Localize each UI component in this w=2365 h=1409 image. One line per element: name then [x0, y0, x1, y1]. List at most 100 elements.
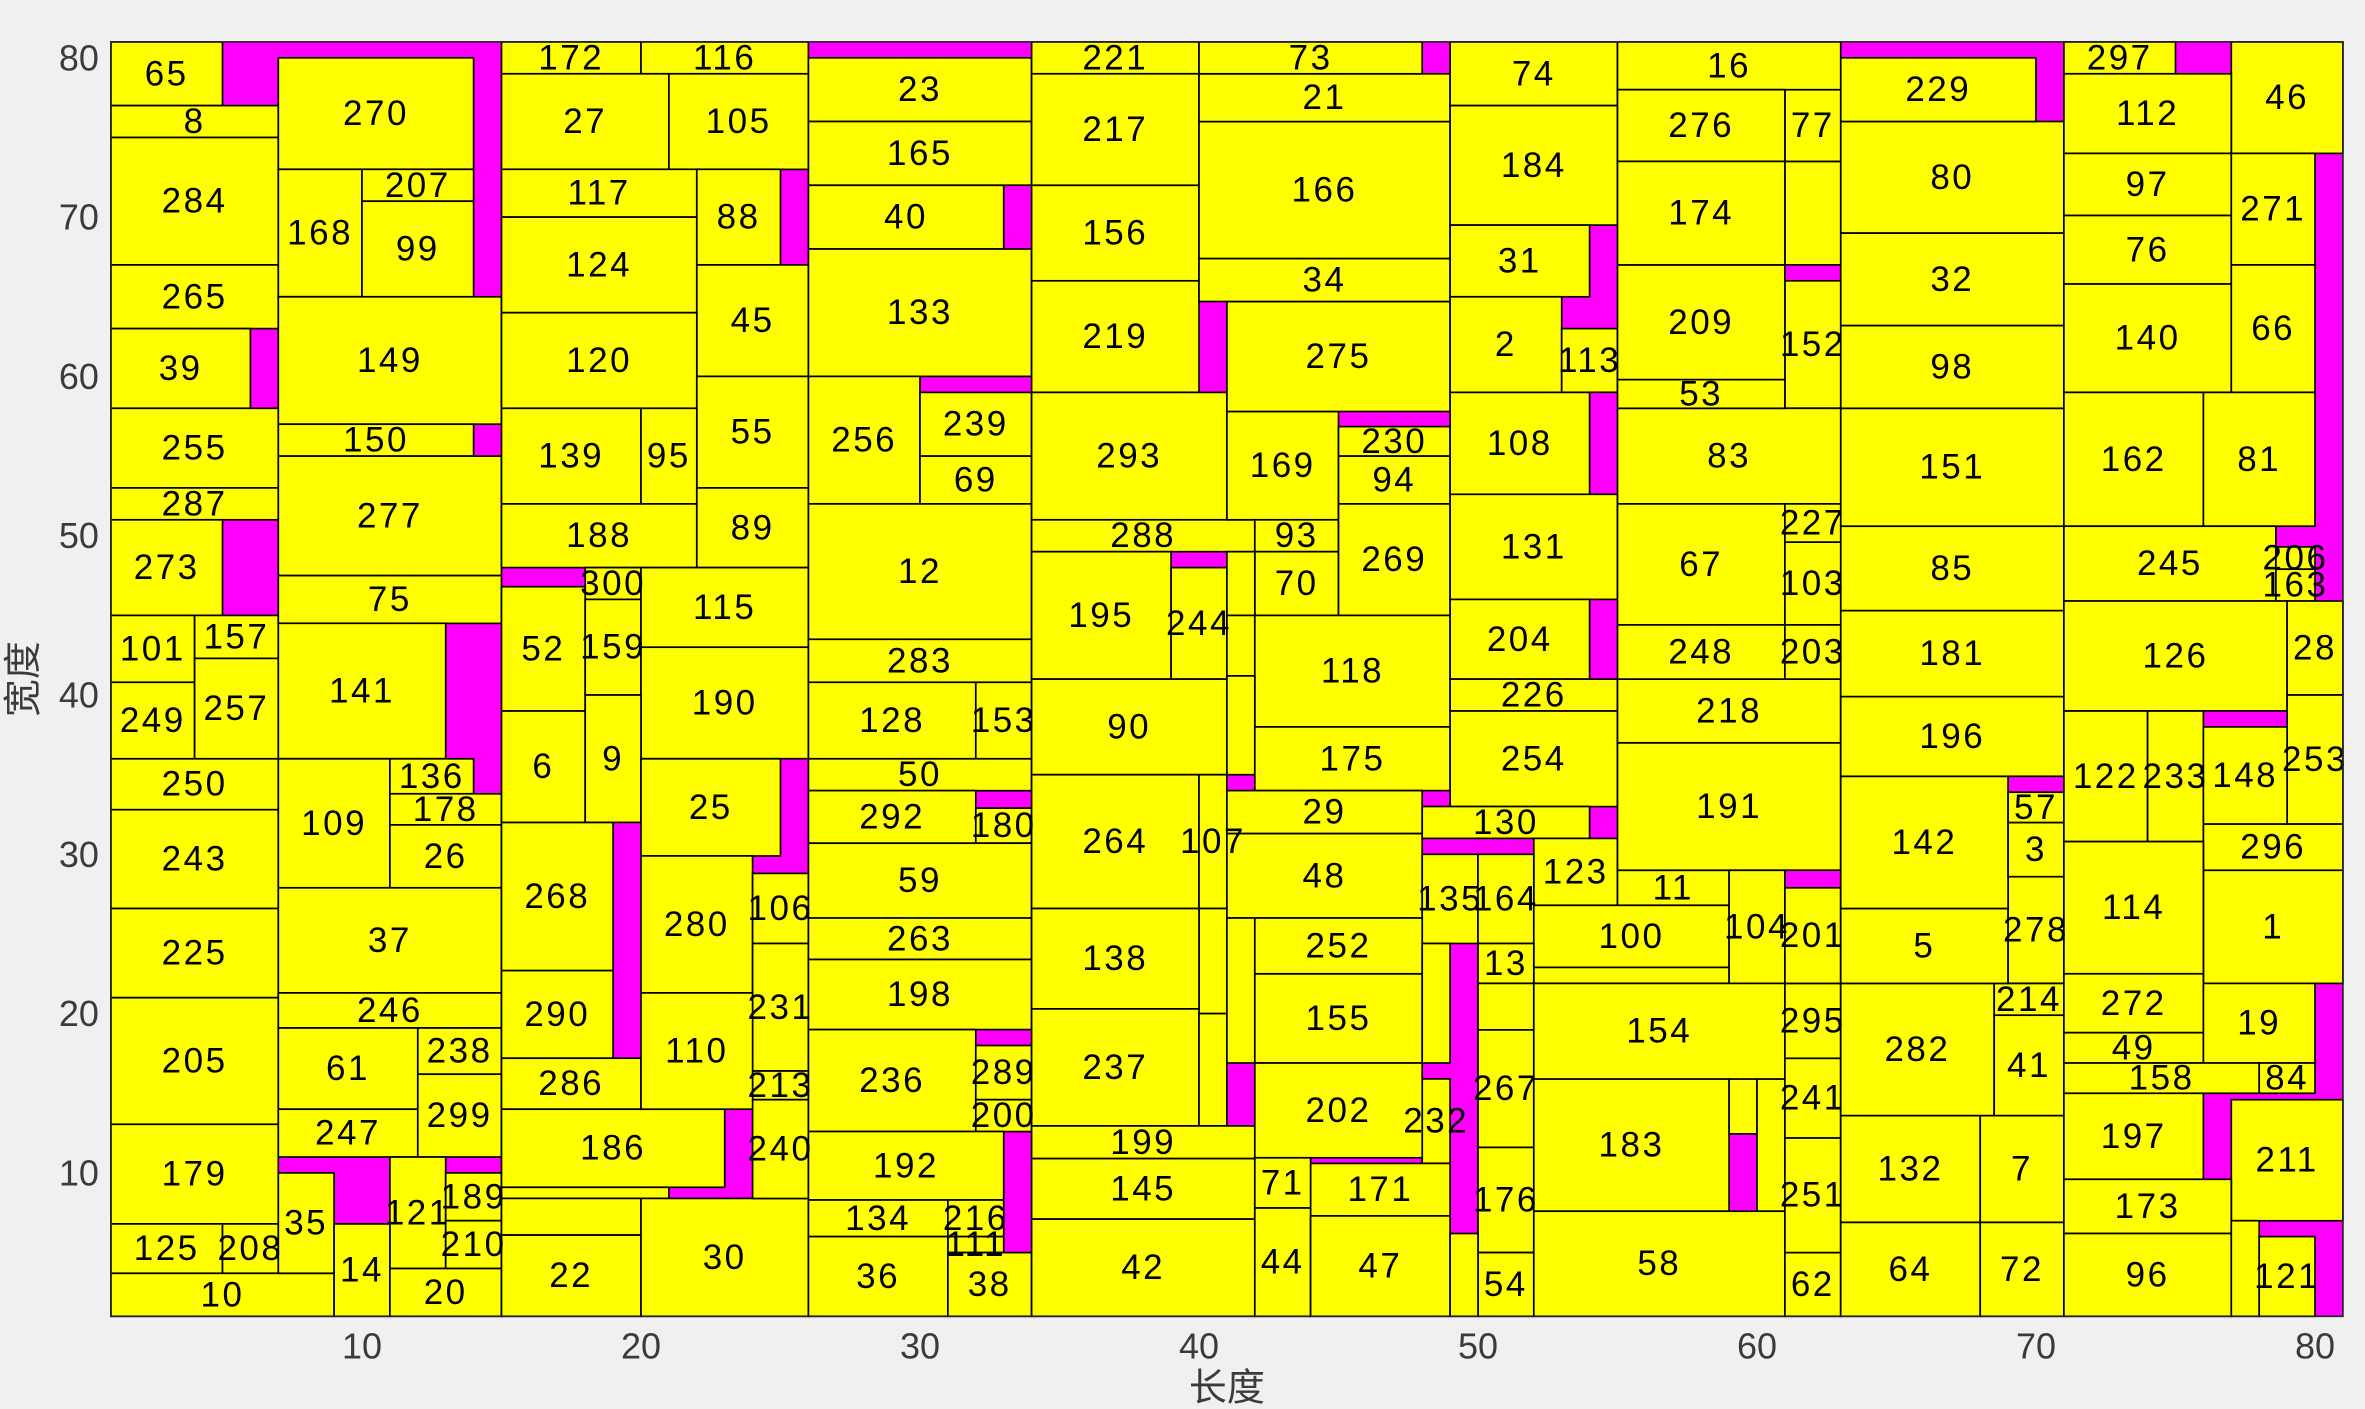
svg-text:48: 48 — [1303, 856, 1347, 895]
svg-text:179: 179 — [162, 1155, 228, 1194]
svg-text:73: 73 — [1289, 38, 1333, 77]
svg-text:256: 256 — [831, 421, 897, 460]
svg-text:45: 45 — [731, 301, 775, 340]
svg-text:70: 70 — [59, 197, 99, 238]
svg-text:244: 244 — [1166, 604, 1232, 643]
svg-text:232: 232 — [1403, 1102, 1469, 1141]
svg-text:11: 11 — [1653, 868, 1694, 907]
svg-text:93: 93 — [1275, 516, 1319, 555]
svg-text:247: 247 — [315, 1114, 381, 1153]
svg-text:246: 246 — [357, 991, 423, 1030]
svg-text:180: 180 — [971, 806, 1037, 845]
svg-text:166: 166 — [1292, 171, 1358, 210]
svg-text:64: 64 — [1889, 1250, 1933, 1289]
svg-text:124: 124 — [566, 245, 632, 284]
svg-text:42: 42 — [1121, 1248, 1165, 1287]
svg-text:221: 221 — [1082, 38, 1148, 77]
svg-text:95: 95 — [647, 437, 691, 476]
svg-text:60: 60 — [59, 356, 99, 397]
svg-text:163: 163 — [2263, 566, 2329, 605]
svg-text:209: 209 — [1668, 303, 1734, 342]
svg-text:54: 54 — [1484, 1265, 1528, 1304]
svg-text:55: 55 — [731, 413, 775, 452]
svg-text:10: 10 — [59, 1152, 99, 1193]
svg-text:38: 38 — [968, 1265, 1012, 1304]
svg-text:34: 34 — [1303, 261, 1347, 300]
svg-text:128: 128 — [859, 701, 925, 740]
svg-text:165: 165 — [887, 134, 953, 173]
svg-text:70: 70 — [2016, 1325, 2056, 1366]
svg-text:157: 157 — [203, 617, 269, 656]
svg-text:257: 257 — [203, 689, 269, 728]
svg-text:153: 153 — [971, 701, 1037, 740]
svg-text:164: 164 — [1473, 879, 1539, 918]
svg-text:186: 186 — [580, 1129, 646, 1168]
svg-text:133: 133 — [887, 293, 953, 332]
svg-text:192: 192 — [873, 1146, 939, 1185]
svg-text:155: 155 — [1306, 999, 1372, 1038]
svg-text:84: 84 — [2265, 1059, 2309, 1098]
svg-text:1: 1 — [2262, 907, 2284, 946]
svg-text:7: 7 — [2011, 1149, 2033, 1188]
svg-text:31: 31 — [1498, 241, 1542, 280]
svg-text:211: 211 — [2255, 1141, 2318, 1180]
svg-text:191: 191 — [1696, 787, 1762, 826]
svg-text:297: 297 — [2087, 38, 2153, 77]
svg-text:5: 5 — [1913, 926, 1935, 965]
svg-text:245: 245 — [2137, 544, 2203, 583]
svg-text:57: 57 — [2014, 788, 2058, 827]
svg-text:66: 66 — [2251, 309, 2295, 348]
svg-text:243: 243 — [162, 840, 228, 879]
svg-text:36: 36 — [856, 1257, 900, 1296]
svg-text:16: 16 — [1707, 46, 1751, 85]
svg-text:80: 80 — [2295, 1325, 2335, 1366]
svg-text:60: 60 — [1737, 1325, 1777, 1366]
svg-text:53: 53 — [1679, 375, 1723, 414]
svg-text:188: 188 — [566, 516, 632, 555]
svg-text:151: 151 — [1919, 448, 1985, 487]
svg-text:184: 184 — [1501, 146, 1567, 185]
svg-text:20: 20 — [59, 993, 99, 1034]
svg-text:40: 40 — [884, 198, 928, 237]
svg-text:213: 213 — [748, 1066, 814, 1105]
svg-text:277: 277 — [357, 496, 423, 535]
svg-text:65: 65 — [145, 54, 189, 93]
svg-text:22: 22 — [549, 1256, 593, 1295]
svg-text:30: 30 — [900, 1325, 940, 1366]
svg-text:81: 81 — [2237, 440, 2281, 479]
svg-text:37: 37 — [368, 921, 412, 960]
svg-text:27: 27 — [563, 102, 607, 141]
svg-text:173: 173 — [2115, 1187, 2181, 1226]
svg-text:284: 284 — [162, 182, 228, 221]
svg-text:265: 265 — [162, 277, 228, 316]
svg-text:58: 58 — [1637, 1244, 1681, 1283]
svg-text:39: 39 — [159, 349, 203, 388]
svg-text:272: 272 — [2101, 984, 2167, 1023]
svg-text:240: 240 — [748, 1130, 814, 1169]
svg-text:100: 100 — [1599, 917, 1665, 956]
svg-text:105: 105 — [706, 102, 772, 141]
svg-text:108: 108 — [1487, 424, 1553, 463]
svg-text:241: 241 — [1780, 1079, 1846, 1118]
svg-text:23: 23 — [898, 70, 942, 109]
svg-text:8: 8 — [184, 102, 206, 141]
svg-text:270: 270 — [343, 94, 409, 133]
svg-text:72: 72 — [2000, 1250, 2044, 1289]
svg-text:145: 145 — [1110, 1169, 1176, 1208]
svg-text:207: 207 — [385, 166, 451, 205]
svg-text:158: 158 — [2129, 1059, 2195, 1098]
svg-text:69: 69 — [954, 461, 998, 500]
svg-text:94: 94 — [1372, 461, 1416, 500]
svg-text:80: 80 — [1930, 158, 1974, 197]
svg-text:181: 181 — [1919, 634, 1985, 673]
svg-text:20: 20 — [621, 1325, 661, 1366]
svg-text:195: 195 — [1068, 596, 1134, 635]
svg-text:250: 250 — [162, 765, 228, 804]
svg-text:162: 162 — [2101, 440, 2167, 479]
svg-text:101: 101 — [120, 629, 186, 668]
svg-text:6: 6 — [532, 747, 554, 786]
svg-text:120: 120 — [566, 341, 632, 380]
svg-text:253: 253 — [2282, 740, 2348, 779]
svg-text:76: 76 — [2126, 230, 2170, 269]
svg-text:19: 19 — [2237, 1004, 2281, 1043]
